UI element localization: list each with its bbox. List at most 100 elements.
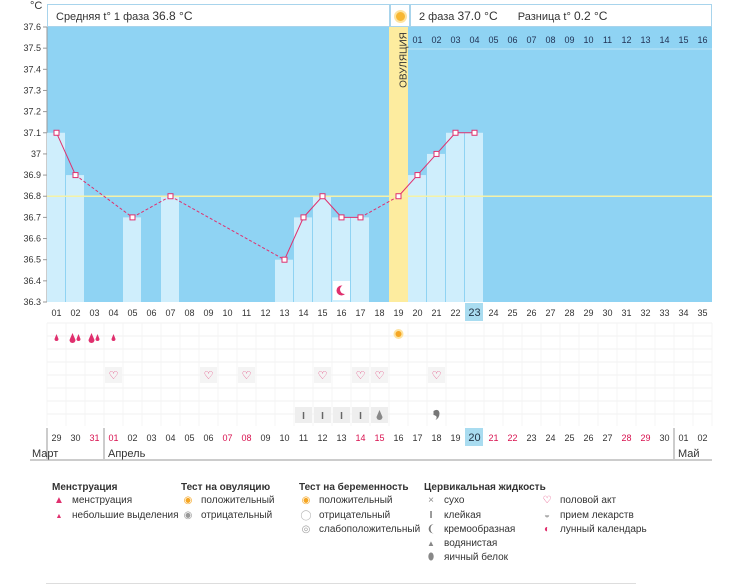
- date-label: 18: [431, 433, 441, 443]
- phase1-value: 36.8 °C: [152, 9, 193, 23]
- date-label: 27: [602, 433, 612, 443]
- cycle-day-label: 01: [51, 308, 61, 318]
- cycle-day-label: 30: [602, 308, 612, 318]
- phase2-day-label: 05: [488, 35, 498, 45]
- date-label: 09: [260, 433, 270, 443]
- phase2-day-label: 10: [583, 35, 593, 45]
- date-label: 31: [89, 433, 99, 443]
- temperature-point: [395, 193, 402, 200]
- y-tick-label: 36.8: [23, 191, 41, 201]
- temperature-bar: [351, 217, 369, 302]
- date-label: 11: [299, 433, 308, 443]
- drop-heavy-icon: [88, 333, 95, 343]
- legend-ovulation-positive: ◉ положительный: [181, 495, 275, 506]
- temperature-segment: [398, 174, 418, 197]
- temperature-segment: [303, 195, 323, 218]
- phase2-day-label: 01: [412, 35, 422, 45]
- temperature-bar: [408, 175, 426, 302]
- intercourse-cell: [105, 367, 122, 383]
- drop-heavy-icon: [95, 334, 100, 341]
- cycle-day-label: 33: [659, 308, 669, 318]
- date-label: 03: [146, 433, 156, 443]
- cycle-day-label: 24: [488, 308, 498, 318]
- heart-icon: ♡: [356, 370, 366, 382]
- temperature-point: [471, 129, 478, 136]
- intercourse-cell: [352, 367, 369, 383]
- heart-icon: ♡: [204, 370, 214, 382]
- date-label: 30: [70, 433, 80, 443]
- cervical-cell: [352, 407, 369, 423]
- diff-label: Разница t°: [517, 11, 571, 23]
- y-tick-label: 36.5: [23, 255, 41, 265]
- temperature-point: [452, 129, 459, 136]
- temperature-point: [167, 193, 174, 200]
- cycle-day-label: 02: [70, 308, 80, 318]
- cycle-day-label: 19: [393, 308, 403, 318]
- phase2-day-label: 16: [697, 35, 707, 45]
- legend-cervical-title: Цервикальная жидкость: [424, 482, 546, 493]
- y-tick-label: 36.7: [23, 212, 41, 222]
- date-label: 02: [127, 433, 137, 443]
- intercourse-cell: [428, 367, 445, 383]
- y-tick-label: 37.3: [23, 85, 41, 95]
- intercourse-cell: [238, 367, 255, 383]
- temperature-point: [338, 214, 345, 221]
- legend-cervical-eggwhite: ⬮ яичный белок: [424, 552, 508, 563]
- date-label: 21: [488, 433, 498, 443]
- legend-cervical-creamy: ❨ кремообразная: [424, 524, 516, 535]
- temperature-segment: [56, 132, 76, 176]
- legend-menstruation: ▲ менструация: [52, 495, 132, 506]
- drop-heavy-icon: [69, 333, 76, 343]
- cycle-day-label: 17: [355, 308, 365, 318]
- cycle-day-label: 10: [222, 308, 232, 318]
- moon-icon: ◐: [543, 524, 551, 535]
- cycle-day-label: 21: [431, 308, 441, 318]
- phase2-day-label: 07: [526, 35, 536, 45]
- phase2-day-label: 13: [640, 35, 650, 45]
- phase2-day-label: 11: [603, 35, 612, 45]
- pill-icon: ◒: [543, 510, 551, 521]
- sticky-icon: I: [429, 510, 433, 521]
- today-cycle-cell: [465, 303, 483, 321]
- cycle-day-label: 35: [697, 308, 707, 318]
- temperature-point: [357, 214, 364, 221]
- drop-light-icon: ▲: [55, 513, 63, 520]
- legend-medication: ◒ прием лекарств: [540, 510, 634, 521]
- y-tick-label: 37.6: [23, 22, 41, 32]
- plot-background: [47, 27, 712, 302]
- temperature-segment: [170, 195, 285, 261]
- legend: Менструация ▲ менструация ▲ небольшие выде…: [0, 478, 750, 587]
- cycle-day-label: 22: [450, 308, 460, 318]
- legend-light-discharge: ▲ небольшие выделения: [52, 510, 179, 521]
- cycle-day-label: 18: [374, 308, 384, 318]
- legend-cervical-watery: ▲ водянистая: [424, 538, 497, 549]
- legend-ovulation-negative: ◉ отрицательный: [181, 510, 273, 521]
- cervical-cell: [314, 407, 331, 423]
- date-label: 04: [165, 433, 175, 443]
- heart-icon: ♡: [109, 370, 119, 382]
- temperature-point: [53, 129, 60, 136]
- heart-icon: ♡: [542, 495, 552, 506]
- date-label: 08: [241, 433, 251, 443]
- y-tick-label: 37.2: [23, 107, 41, 117]
- watery-icon: ▲: [427, 539, 435, 548]
- date-label: 26: [583, 433, 593, 443]
- cycle-day-label: 23: [468, 307, 480, 319]
- legend-pregnancy-test-title: Тест на беременность: [299, 482, 409, 493]
- date-label: 06: [203, 433, 213, 443]
- date-label: 28: [621, 433, 631, 443]
- heart-icon: ♡: [242, 370, 252, 382]
- phase2-day-label: 15: [678, 35, 688, 45]
- phase1-label: Средняя t° 1 фаза: [56, 11, 150, 23]
- creamy-icon: ❨: [426, 524, 436, 535]
- temperature-segment: [417, 153, 437, 176]
- y-tick-label: 36.6: [23, 234, 41, 244]
- cycle-day-label: 15: [317, 308, 327, 318]
- legend-cervical-dry: × сухо: [424, 495, 464, 506]
- legend-pregnancy-weak: ◎ слабоположительный: [299, 524, 421, 535]
- phase2-day-label: 06: [507, 35, 517, 45]
- eggwhite-icon: ⬮: [427, 552, 435, 563]
- temperature-bar: [123, 217, 141, 302]
- phase2-day-label: 03: [450, 35, 460, 45]
- cervical-cell: [333, 407, 350, 423]
